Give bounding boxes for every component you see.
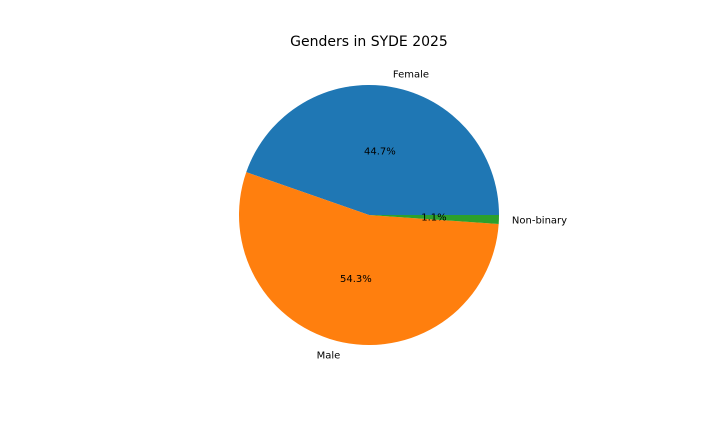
pie-slices <box>239 84 499 345</box>
pie-slice-female <box>246 84 499 216</box>
pie-slice-non-binary <box>369 215 499 224</box>
pie-labels: Female 44.7% Male 54.3% Non-binary 1.1% <box>317 70 568 362</box>
chart-title: Genders in SYDE 2025 <box>290 34 448 50</box>
slice-label-female: Female <box>393 70 429 81</box>
slice-label-male: Male <box>317 351 341 362</box>
slice-label-non-binary: Non-binary <box>512 215 567 226</box>
slice-pct-female: 44.7% <box>364 146 396 157</box>
slice-pct-non-binary: 1.1% <box>421 213 446 224</box>
slice-pct-male: 54.3% <box>340 274 372 285</box>
pie-slice-male <box>239 172 499 345</box>
